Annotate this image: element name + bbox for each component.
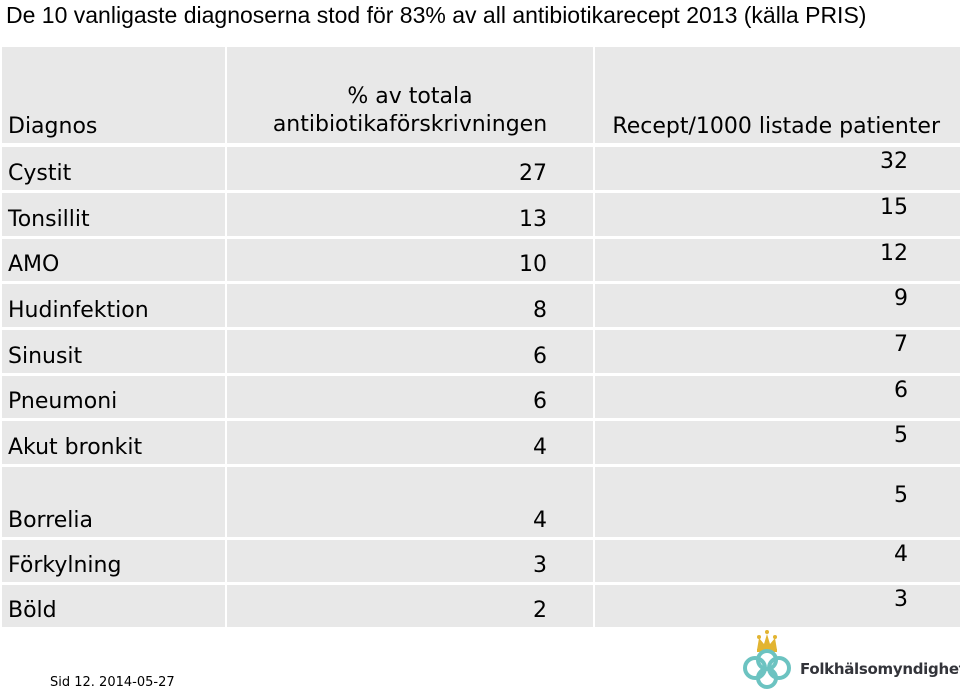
cell-percent: 27 [227,147,593,190]
cell-recept: 3 [595,585,960,627]
cell-recept: 32 [595,147,960,190]
cell-percent: 6 [227,330,593,373]
cell-recept: 5 [595,467,960,537]
cell-percent: 2 [227,585,593,627]
cell-diagnos: AMO [2,239,225,281]
cell-recept: 4 [595,540,960,582]
cell-percent: 8 [227,284,593,327]
page-title: De 10 vanligaste diagnoserna stod för 83… [6,2,867,28]
cell-percent: 6 [227,376,593,418]
cell-diagnos: Pneumoni [2,376,225,418]
crown-knot-logo-icon [743,630,791,689]
cell-diagnos: Borrelia [2,467,225,537]
cell-recept: 7 [595,330,960,373]
footer-page-date: Sid 12. 2014-05-27 [50,675,175,690]
cell-percent: 13 [227,193,593,236]
cell-percent: 10 [227,239,593,281]
header-percent-line1: % av totala [347,84,473,109]
cell-recept: 5 [595,421,960,464]
cell-percent: 3 [227,540,593,582]
cell-diagnos: Sinusit [2,330,225,373]
header-percent-line2: antibiotikaförskrivningen [272,112,548,137]
cell-diagnos: Cystit [2,147,225,190]
cell-diagnos: Hudinfektion [2,284,225,327]
cell-diagnos: Tonsillit [2,193,225,236]
cell-recept: 15 [595,193,960,236]
cell-recept: 12 [595,239,960,281]
cell-recept: 9 [595,284,960,327]
folkhalsomyndigheten-logo: Folkhälsomyndigheten [735,624,960,693]
cell-recept: 6 [595,376,960,418]
cell-percent: 4 [227,467,593,537]
cell-percent: 4 [227,421,593,464]
header-diagnos: Diagnos [2,47,225,143]
cell-diagnos: Böld [2,585,225,627]
header-percent-of-total: % av totala antibiotikaförskrivningen [227,47,593,143]
logo-text: Folkhälsomyndigheten [800,660,960,678]
header-recept-per-1000: Recept/1000 listade patienter [595,47,960,143]
cell-diagnos: Förkylning [2,540,225,582]
cell-diagnos: Akut bronkit [2,421,225,464]
